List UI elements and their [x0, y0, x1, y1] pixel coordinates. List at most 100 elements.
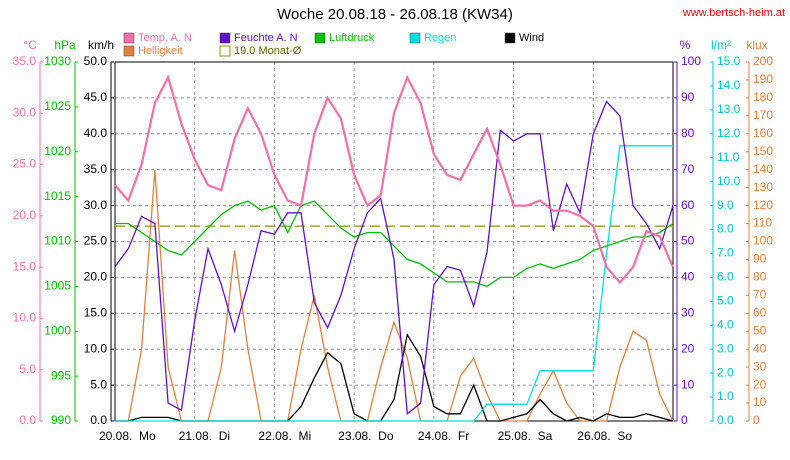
y-tick-label: 4.0 — [717, 317, 734, 331]
y-tick-label: 1000 — [44, 323, 71, 337]
y-tick-label: 0.0 — [717, 413, 734, 427]
y-tick-label: 45.0 — [84, 90, 108, 104]
legend-label: Luftdruck — [329, 32, 375, 44]
y-tick-label: 60 — [753, 305, 767, 319]
axis-unit: l/m² — [711, 38, 731, 52]
legend-swatch — [123, 32, 135, 44]
y-tick-label: 80 — [681, 126, 695, 140]
x-tick-label: 21.08. Di — [179, 429, 230, 443]
y-tick-label: 10 — [681, 377, 695, 391]
axis-unit: % — [680, 38, 691, 52]
y-tick-label: 160 — [753, 126, 773, 140]
legend-label: Wind — [519, 32, 544, 44]
y-tick-label: 35.0 — [13, 54, 37, 68]
y-tick-label: 90 — [681, 90, 695, 104]
x-tick-label: 20.08. Mo — [99, 429, 156, 443]
y-tick-label: 40 — [681, 270, 695, 284]
y-tick-label: 25.0 — [13, 157, 37, 171]
y-tick-label: 30 — [753, 359, 767, 373]
y-tick-label: 120 — [753, 198, 773, 212]
legend-label: Helligkeit — [138, 45, 183, 57]
legend-label: 19.0 Monat-Ø — [234, 45, 302, 57]
y-tick-label: 30.0 — [84, 198, 108, 212]
y-tick-label: 3.0 — [717, 341, 734, 355]
y-tick-label: 0 — [753, 413, 760, 427]
y-tick-label: 1030 — [44, 54, 71, 68]
y-tick-label: 60 — [681, 198, 695, 212]
y-tick-label: 20.0 — [13, 208, 37, 222]
legend-swatch — [219, 32, 231, 44]
y-tick-label: 70 — [753, 288, 767, 302]
y-tick-label: 11.0 — [717, 150, 740, 164]
y-tick-label: 150 — [753, 144, 773, 158]
y-tick-label: 100 — [753, 234, 773, 248]
y-tick-label: 80 — [753, 270, 767, 284]
y-tick-label: 90 — [753, 252, 767, 266]
y-tick-label: 190 — [753, 72, 773, 86]
y-tick-label: 13.0 — [717, 102, 741, 116]
y-tick-label: 1025 — [44, 99, 71, 113]
y-tick-label: 6.0 — [717, 270, 734, 284]
y-tick-label: 130 — [753, 180, 773, 194]
axis-unit: km/h — [88, 38, 114, 52]
y-tick-label: 995 — [51, 368, 71, 382]
axis-unit: klux — [746, 38, 767, 52]
legend-label: Temp. A. N — [138, 32, 192, 44]
x-tick-label: 24.08. Fr — [418, 429, 469, 443]
y-tick-label: 10.0 — [717, 174, 741, 188]
y-tick-label: 15.0 — [84, 305, 108, 319]
source: www.bertsch-heim.at — [682, 7, 785, 19]
axis-unit: °C — [23, 38, 37, 52]
series-line — [115, 333, 674, 422]
legend-swatch — [219, 45, 231, 57]
legend-swatch — [504, 32, 516, 44]
y-tick-label: 35.0 — [84, 162, 108, 176]
x-tick-label: 26.08. So — [577, 429, 632, 443]
y-tick-label: 5.0 — [90, 377, 107, 391]
y-tick-label: 0.0 — [19, 413, 36, 427]
y-tick-label: 30 — [681, 305, 695, 319]
y-tick-label: 0.0 — [90, 413, 107, 427]
y-tick-label: 5.0 — [19, 362, 36, 376]
y-tick-label: 50 — [753, 323, 767, 337]
y-tick-label: 110 — [753, 216, 772, 230]
series-line — [115, 145, 673, 422]
y-tick-label: 990 — [51, 413, 71, 427]
y-tick-label: 7.0 — [717, 246, 734, 260]
y-tick-label: 10.0 — [84, 341, 108, 355]
y-tick-label: 50 — [681, 234, 695, 248]
y-tick-label: 14.0 — [717, 78, 741, 92]
axis-unit: hPa — [54, 38, 76, 52]
y-tick-label: 1005 — [44, 279, 71, 293]
y-tick-label: 10 — [753, 395, 767, 409]
y-tick-label: 2.0 — [717, 365, 734, 379]
legend-label: Regen — [424, 32, 456, 44]
x-tick-label: 22.08. Mi — [258, 429, 311, 443]
y-tick-label: 1.0 — [717, 389, 734, 403]
y-tick-label: 1015 — [44, 189, 71, 203]
y-tick-label: 100 — [681, 54, 701, 68]
y-tick-label: 15.0 — [13, 259, 37, 273]
y-tick-label: 70 — [681, 162, 695, 176]
series-line — [114, 74, 675, 285]
chart-title: Woche 20.08.18 - 26.08.18 (KW34) — [277, 6, 513, 23]
y-tick-label: 1020 — [44, 144, 71, 158]
legend-swatch — [409, 32, 421, 44]
y-tick-label: 25.0 — [84, 234, 108, 248]
y-tick-label: 20 — [681, 341, 695, 355]
y-tick-label: 8.0 — [717, 222, 734, 236]
y-tick-label: 0 — [681, 413, 688, 427]
y-tick-label: 50.0 — [84, 54, 108, 68]
y-tick-label: 40 — [753, 341, 767, 355]
y-tick-label: 1010 — [44, 234, 71, 248]
y-tick-label: 15.0 — [717, 54, 741, 68]
y-tick-label: 30.0 — [13, 105, 37, 119]
y-tick-label: 5.0 — [717, 294, 734, 308]
y-tick-label: 170 — [753, 108, 773, 122]
y-tick-label: 140 — [753, 162, 773, 176]
y-tick-label: 40.0 — [84, 126, 108, 140]
y-tick-label: 12.0 — [717, 126, 741, 140]
x-tick-label: 23.08. Do — [338, 429, 394, 443]
y-tick-label: 180 — [753, 90, 773, 104]
